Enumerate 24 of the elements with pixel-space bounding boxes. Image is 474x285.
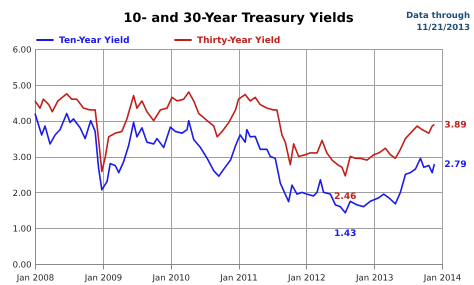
annotation: 1.43: [334, 228, 356, 239]
x-tick-label: Jan 2013: [355, 274, 394, 284]
line-series: [34, 112, 436, 214]
x-tick-label: Jan 2011: [219, 274, 258, 284]
legend-label: Ten-Year Yield: [59, 36, 130, 46]
y-tick-label: 1.00: [12, 224, 32, 235]
x-tick-label: Jan 2014: [422, 274, 462, 284]
x-tick-label: Jan 2012: [287, 274, 326, 284]
annotation: 2.46: [334, 192, 356, 202]
x-tick-label: Jan 2008: [16, 274, 54, 284]
annotation: 3.89: [444, 120, 467, 131]
y-tick-label: 3.00: [12, 153, 32, 163]
y-tick-label: 0.00: [12, 260, 32, 270]
line-series: [34, 91, 436, 177]
text: Data through 11/21/2013: [406, 11, 470, 33]
legend-label: Thirty-Year Yield: [197, 36, 280, 46]
y-tick-label: 2.00: [12, 188, 32, 199]
chart-title: 10- and 30-Year Treasury Yields: [123, 11, 354, 26]
y-tick-label: 4.00: [12, 117, 32, 128]
x-tick-label: Jan 2010: [152, 274, 190, 284]
x-tick-label: Jan 2009: [84, 274, 122, 284]
y-tick-label: 5.00: [12, 81, 32, 92]
annotation: 2.79: [444, 160, 467, 170]
y-tick-label: 6.00: [12, 46, 32, 56]
